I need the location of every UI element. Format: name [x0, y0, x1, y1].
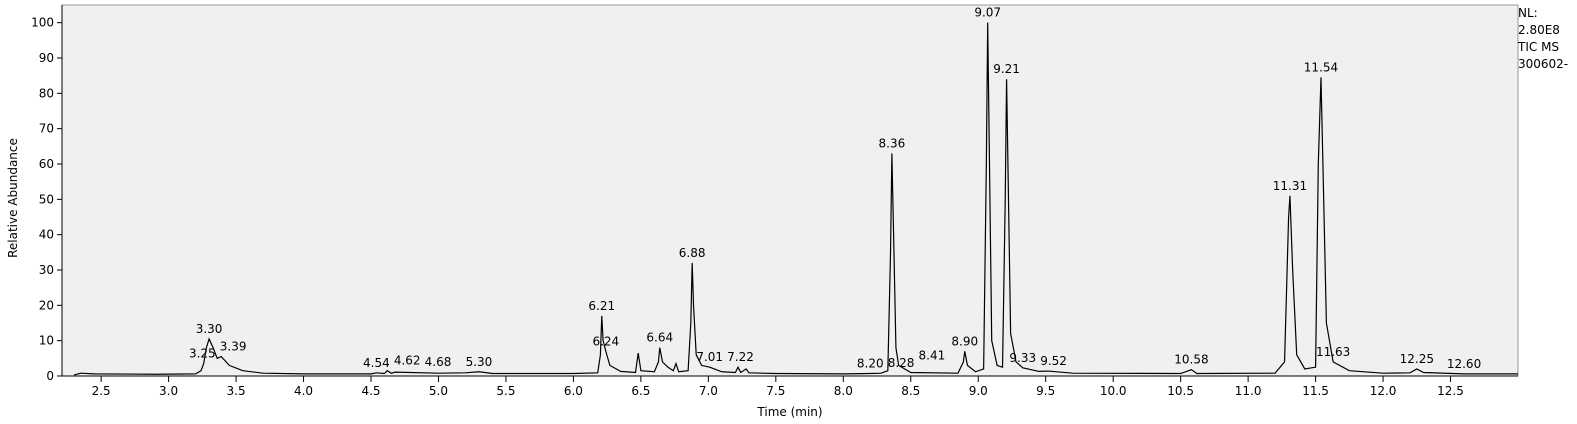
x-tick-label: 5.5 [496, 384, 515, 398]
x-tick-label: 7.5 [766, 384, 785, 398]
x-tick-label: 9.5 [1036, 384, 1055, 398]
y-tick-label: 80 [39, 86, 54, 100]
peak-label: 8.41 [919, 348, 946, 362]
x-tick-label: 3.0 [159, 384, 178, 398]
peak-label: 11.54 [1304, 60, 1338, 74]
peak-label: 3.39 [220, 340, 247, 354]
info-text: 2.80E8 [1518, 23, 1560, 37]
y-tick-label: 10 [39, 334, 54, 348]
peak-label: 4.54 [363, 356, 390, 370]
peak-label: 5.30 [466, 355, 493, 369]
peak-label: 8.36 [879, 136, 906, 150]
info-text: NL: [1518, 6, 1538, 20]
info-text: 300602- [1518, 57, 1568, 71]
trace [73, 22, 1518, 376]
peak-label: 9.52 [1040, 354, 1067, 368]
x-tick-label: 5.0 [429, 384, 448, 398]
x-tick-label: 11.5 [1302, 384, 1329, 398]
peak-label: 8.20 [857, 357, 884, 371]
y-tick-label: 90 [39, 51, 54, 65]
x-tick-label: 9.0 [969, 384, 988, 398]
peak-label: 9.07 [974, 6, 1001, 20]
x-tick-label: 2.5 [92, 384, 111, 398]
peak-label: 3.30 [196, 322, 223, 336]
peak-label: 6.64 [646, 331, 673, 345]
plot-area [61, 4, 1519, 377]
x-tick-label: 6.0 [564, 384, 583, 398]
peak-label: 7.22 [727, 350, 754, 364]
peak-label: 3.25 [189, 347, 216, 361]
y-tick-label: 50 [39, 192, 54, 206]
peak-label: 9.21 [993, 62, 1020, 76]
y-tick-label: 60 [39, 157, 54, 171]
peak-label: 6.21 [588, 299, 615, 313]
peak-label: 12.60 [1447, 357, 1481, 371]
peak-label: 12.25 [1400, 352, 1434, 366]
x-tick-label: 4.5 [361, 384, 380, 398]
x-tick-label: 10.0 [1100, 384, 1127, 398]
x-tick-label: 3.5 [227, 384, 246, 398]
y-tick-label: 70 [39, 122, 54, 136]
y-tick-label: 0 [46, 369, 54, 383]
x-axis-title: Time (min) [756, 405, 822, 419]
peak-label: 6.88 [679, 246, 706, 260]
y-tick-label: 30 [39, 263, 54, 277]
peak-label: 4.62 [394, 354, 421, 368]
x-tick-label: 12.5 [1437, 384, 1464, 398]
x-tick-label: 7.0 [699, 384, 718, 398]
peak-label: 6.24 [592, 334, 619, 348]
peak-label: 11.63 [1316, 345, 1350, 359]
x-tick-label: 11.0 [1235, 384, 1262, 398]
peak-label: 4.68 [425, 355, 452, 369]
x-tick-label: 10.5 [1167, 384, 1194, 398]
peak-label: 7.01 [696, 350, 723, 364]
peak-label: 8.90 [951, 334, 978, 348]
y-tick-label: 40 [39, 228, 54, 242]
x-tick-label: 4.0 [294, 384, 313, 398]
peak-label: 11.31 [1273, 179, 1307, 193]
y-tick-label: 20 [39, 298, 54, 312]
peak-label: 10.58 [1174, 353, 1208, 367]
x-tick-label: 8.5 [901, 384, 920, 398]
y-tick-label: 100 [31, 16, 54, 30]
y-axis-title: Relative Abundance [6, 138, 20, 258]
peak-label: 9.33 [1009, 351, 1036, 365]
x-tick-label: 8.0 [834, 384, 853, 398]
info-text: TIC MS [1517, 40, 1559, 54]
x-tick-label: 12.0 [1370, 384, 1397, 398]
x-tick-label: 6.5 [631, 384, 650, 398]
peak-label: 8.28 [888, 356, 915, 370]
